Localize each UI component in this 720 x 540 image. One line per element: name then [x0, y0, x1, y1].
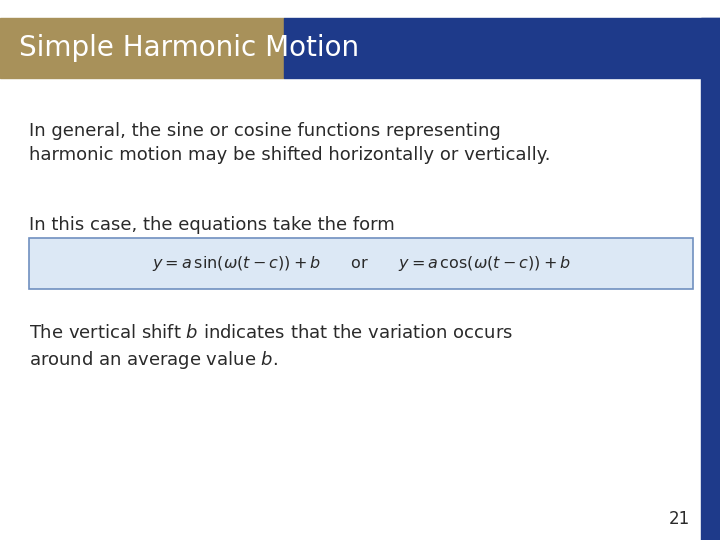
Text: $y = a\,\sin(\omega(t - c)) + b \qquad \mathrm{or} \qquad y = a\,\cos(\omega(t -: $y = a\,\sin(\omega(t - c)) + b \qquad \…: [152, 254, 570, 273]
Bar: [29, 238, 693, 289]
Text: Simple Harmonic Motion: Simple Harmonic Motion: [19, 34, 359, 62]
Text: 21: 21: [668, 510, 690, 528]
Bar: [0, 18, 284, 78]
Text: In this case, the equations take the form: In this case, the equations take the for…: [29, 216, 395, 234]
Text: In general, the sine or cosine functions representing
harmonic motion may be shi: In general, the sine or cosine functions…: [29, 122, 550, 164]
Bar: [284, 18, 720, 78]
Bar: [701, 18, 720, 540]
Text: The vertical shift $b$ indicates that the variation occurs
around an average val: The vertical shift $b$ indicates that th…: [29, 324, 513, 371]
